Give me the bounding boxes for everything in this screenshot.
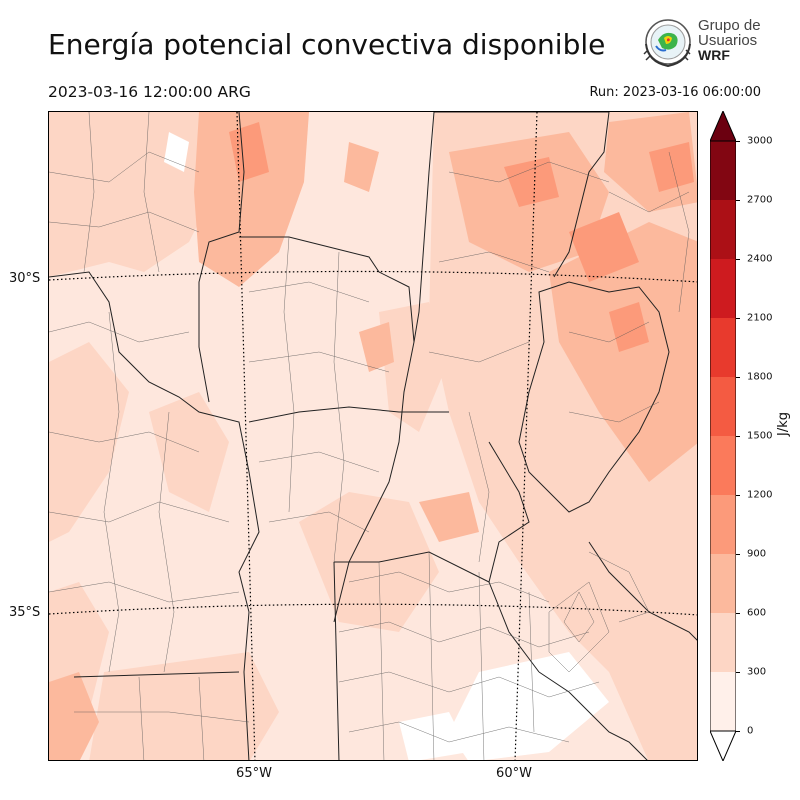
colorbar-segment — [710, 318, 736, 377]
colorbar-segment — [710, 554, 736, 613]
run-time: Run: 2023-03-16 06:00:00 — [589, 85, 761, 100]
colorbar-segment — [710, 259, 736, 318]
colorbar-tick-label: 2700 — [747, 194, 773, 206]
colorbar-tick-label: 1800 — [747, 371, 773, 383]
colorbar-tick-label: 1200 — [747, 489, 773, 501]
cape-map-svg — [49, 112, 697, 760]
colorbar-tick-mark — [736, 259, 740, 260]
logo-line-3: WRF — [698, 47, 730, 63]
logo-emblem-icon — [643, 19, 691, 68]
logo-line-1: Grupo de — [698, 17, 761, 34]
department-boundaries — [49, 112, 690, 760]
colorbar-tick-mark — [736, 436, 740, 437]
colorbar-tick-label: 2400 — [747, 253, 773, 265]
lat-label-30s: 30°S — [9, 271, 41, 286]
colorbar-tick-label: 2100 — [747, 312, 773, 324]
colorbar-unit-label: J/kg — [776, 412, 791, 436]
colorbar-tick-mark — [736, 318, 740, 319]
colorbar-tick-label: 300 — [747, 666, 767, 678]
colorbar-over-arrow — [710, 111, 736, 142]
colorbar-segment — [710, 672, 736, 731]
colorbar-segment — [710, 141, 736, 200]
colorbar-frame — [710, 140, 736, 732]
colorbar-segment — [710, 200, 736, 259]
lon-label-65w: 65°W — [236, 766, 272, 781]
colorbar-tick-label: 0 — [747, 725, 754, 737]
page-title: Energía potencial convectiva disponible — [48, 28, 606, 61]
lon-label-60w: 60°W — [496, 766, 532, 781]
colorbar — [710, 111, 736, 761]
colorbar-segment — [710, 613, 736, 672]
lat-label-35s: 35°S — [9, 605, 41, 620]
cape-fill-900-1200 — [229, 122, 694, 352]
colorbar-tick-label: 600 — [747, 607, 767, 619]
valid-time: 2023-03-16 12:00:00 ARG — [48, 83, 251, 101]
colorbar-under-arrow — [710, 730, 736, 761]
colorbar-tick-label: 3000 — [747, 135, 773, 147]
cape-map — [48, 111, 698, 761]
colorbar-tick-mark — [736, 200, 740, 201]
colorbar-tick-mark — [736, 613, 740, 614]
grupo-usuarios-wrf-logo: Grupo de Usuarios WRF — [638, 16, 768, 72]
graticule — [49, 112, 697, 760]
colorbar-tick-mark — [736, 495, 740, 496]
colorbar-tick-label: 1500 — [747, 430, 773, 442]
colorbar-tick-mark — [736, 672, 740, 673]
colorbar-segment — [710, 436, 736, 495]
colorbar-tick-mark — [736, 554, 740, 555]
colorbar-tick-mark — [736, 731, 740, 732]
colorbar-segments — [710, 141, 736, 731]
colorbar-tick-label: 900 — [747, 548, 767, 560]
province-boundaries — [49, 112, 697, 760]
colorbar-tick-mark — [736, 377, 740, 378]
logo-line-2: Usuarios — [698, 32, 758, 49]
colorbar-tick-mark — [736, 141, 740, 142]
colorbar-segment — [710, 377, 736, 436]
colorbar-segment — [710, 495, 736, 554]
